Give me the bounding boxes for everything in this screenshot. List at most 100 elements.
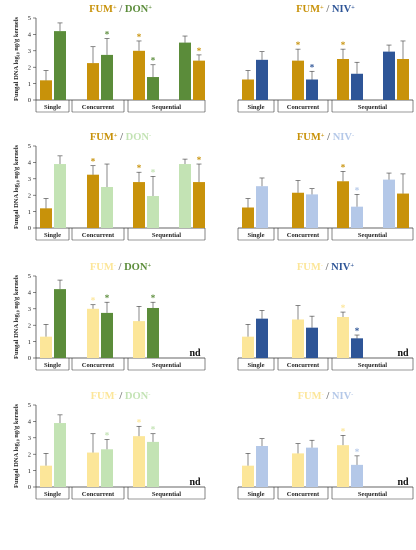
bar [242,207,254,228]
significance-star: * [151,293,156,303]
title-sup: + [320,4,324,11]
title-part: NIV [331,262,351,273]
panel-title: FUM- / NIV- [298,391,354,403]
x-group-label: Single [44,491,61,498]
bar [133,182,145,228]
y-tick-label: 3 [28,176,31,183]
title-sup: - [115,391,117,398]
nd-label: nd [397,348,409,359]
y-tick-label: 3 [28,435,31,442]
bar [147,441,159,487]
title-part: FUM [297,132,321,143]
title-part: / [325,132,333,143]
y-axis-label: Fungal DNA log₁₀ ng/g kernels [13,16,20,101]
x-group-label: Single [44,232,61,239]
nd-label: nd [189,348,201,359]
bar [147,307,159,358]
y-tick-label: 5 [28,402,31,409]
bar [87,452,99,487]
y-tick-label: 3 [28,48,31,55]
chart-panel-4: FUM+ / NIV- * * Single Concurrent Sequential [237,132,414,241]
x-group-label: Sequential [152,232,181,239]
title-sup: + [114,132,118,139]
title-part: FUM [90,262,114,273]
title-sup: + [350,262,354,269]
bar [351,73,363,100]
x-group-label: Single [248,491,265,498]
title-sup: - [352,132,354,139]
significance-star: * [151,56,156,66]
title-sup: + [113,4,117,11]
bar [242,336,254,358]
bar [351,464,363,487]
title-part: / [324,391,332,402]
significance-star: * [341,426,346,436]
significance-star: * [151,425,156,435]
y-tick-label: 5 [28,143,31,150]
panel-title: FUM- / DON+ [90,262,152,274]
significance-star: * [151,167,156,177]
title-sup: + [321,132,325,139]
bar [306,447,318,487]
significance-star: * [137,32,142,42]
x-group-label: Single [44,362,61,369]
x-group-label: Single [248,104,265,111]
x-group-label: Concurrent [82,104,115,111]
significance-star: * [310,62,315,72]
x-group-label: Sequential [358,491,387,498]
significance-star: * [105,430,110,440]
bar [54,423,66,487]
y-tick-label: 1 [28,468,31,475]
y-tick-label: 5 [28,15,31,22]
y-tick-label: 2 [28,64,31,71]
bar [383,51,395,100]
x-group-label: Sequential [152,104,181,111]
x-group-label: Sequential [152,491,181,498]
y-tick-label: 4 [28,160,32,167]
x-group-label: Concurrent [82,362,115,369]
significance-star: * [91,157,96,167]
title-sup: + [147,262,151,269]
x-group-label: Concurrent [287,362,320,369]
significance-star: * [341,162,346,172]
bar [87,63,99,100]
title-part: / [117,132,125,143]
bar [256,59,268,100]
significance-star: * [355,447,360,457]
bar [101,54,113,100]
title-part: / [324,4,332,15]
chart-panel-8: FUM- / NIV-**Single Concurrent Sequentialn… [237,391,414,500]
y-tick-label: 1 [28,339,31,346]
bar [40,80,52,100]
bar [147,77,159,100]
panel-title: FUM- / NIV+ [297,262,355,274]
y-axis-label: Fungal DNA log₁₀ ng/g kernels [13,144,20,229]
bar [292,192,304,228]
title-sup: - [322,391,324,398]
chart-panel-2: FUM+ / NIV+***Single Concurrent Sequential [237,4,414,113]
bar [87,308,99,358]
y-tick-label: 0 [28,355,31,362]
title-part: FUM [298,391,322,402]
title-part: FUM [297,262,321,273]
title-part: FUM [91,391,115,402]
title-part: DON [125,391,149,402]
bar [306,194,318,228]
significance-star: * [137,163,142,173]
bar [101,449,113,487]
title-part: DON [126,132,150,143]
y-tick-label: 2 [28,451,31,458]
bar [242,465,254,487]
title-part: / [323,262,331,273]
panel-title: FUM+ / NIV- [297,132,354,144]
y-tick-label: 2 [28,192,31,199]
bar [383,179,395,228]
title-part: / [117,4,125,15]
significance-star: * [197,155,202,165]
bar [242,79,254,100]
y-tick-label: 3 [28,306,31,313]
bar [40,208,52,228]
